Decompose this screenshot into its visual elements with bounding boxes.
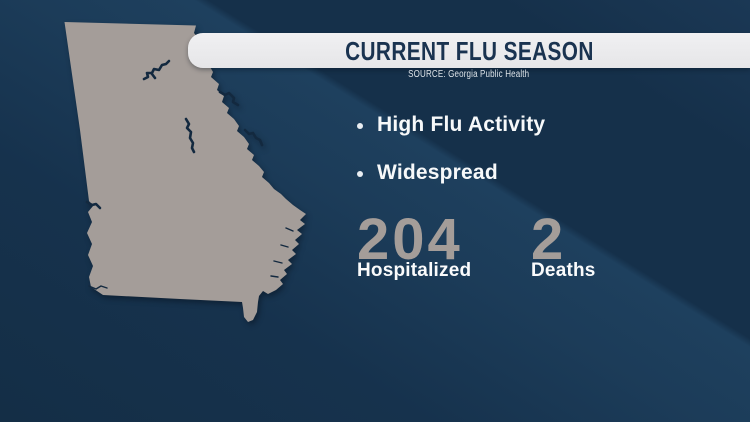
lake-hartwell-icon [218, 90, 240, 107]
bullet-dot-icon [357, 171, 363, 177]
bullet-item-high-flu-activity: High Flu Activity [357, 112, 545, 137]
west-point-lake-icon [85, 200, 102, 210]
lake-oconee-icon [184, 117, 196, 154]
source-text: SOURCE: Georgia Public Health [408, 69, 530, 80]
bullet-label: High Flu Activity [377, 113, 546, 136]
bullet-dot-icon [357, 123, 363, 129]
page-title: CURRENT FLU SEASON [344, 36, 594, 66]
stat-value: 204 [357, 207, 463, 272]
bullet-item-widespread: Widespread [357, 160, 498, 185]
stat-label: Deaths [531, 260, 596, 281]
coastal-rivers-icon [88, 227, 294, 290]
bullet-label: Widespread [377, 161, 498, 184]
stat-hospitalized: 204 Hospitalized [357, 207, 472, 281]
clarks-hill-lake-icon [243, 128, 264, 147]
stat-value: 2 [531, 207, 567, 272]
stat-label: Hospitalized [357, 260, 472, 281]
stat-deaths: 2 Deaths [531, 207, 596, 281]
lake-lanier-icon [142, 59, 171, 81]
georgia-state-shape [64, 22, 306, 322]
source-attribution: SOURCE: Georgia Public Health [188, 69, 750, 81]
header-bar: CURRENT FLU SEASON [188, 33, 750, 68]
